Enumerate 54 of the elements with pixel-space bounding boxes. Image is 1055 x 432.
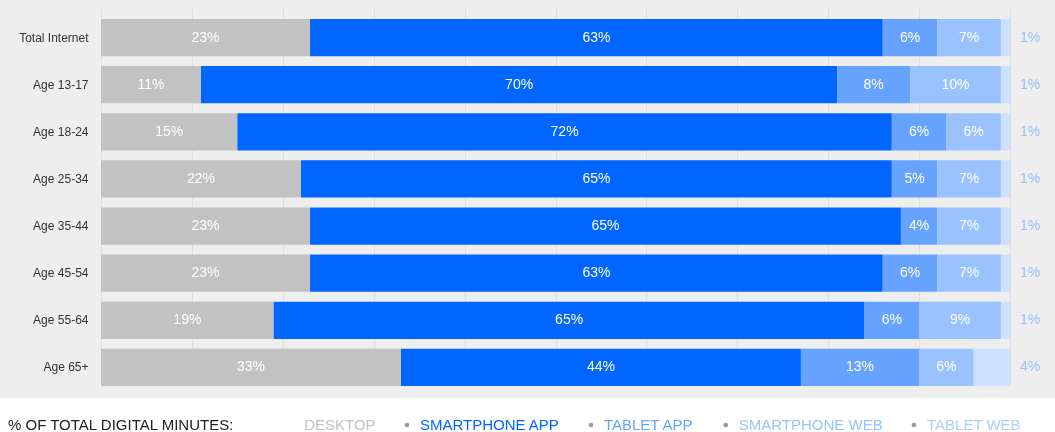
- data-label: 7%: [958, 264, 980, 281]
- y-tick-label: Age 35-44: [33, 219, 89, 234]
- data-label: 65%: [591, 217, 620, 234]
- data-label: 19%: [173, 311, 202, 328]
- data-label: 6%: [899, 264, 921, 281]
- data-label: 33%: [236, 358, 265, 375]
- data-label: 15%: [155, 122, 184, 139]
- data-label: 23%: [191, 217, 220, 234]
- data-label: 65%: [555, 311, 584, 328]
- series-label: SMARTPHONE APP: [419, 416, 559, 432]
- y-tick-label: Age 18-24: [33, 124, 89, 139]
- data-label: 22%: [186, 169, 216, 186]
- data-label: 8%: [863, 75, 884, 92]
- data-label: 11%: [137, 75, 165, 92]
- data-label: 1%: [1020, 311, 1041, 328]
- y-tick-label: Age 25-34: [33, 171, 89, 186]
- y-tick-label: Age 13-17: [33, 77, 89, 92]
- data-label: 5%: [904, 169, 925, 186]
- data-label: 70%: [505, 75, 534, 92]
- text: SMARTPHONE WEB: [738, 416, 883, 432]
- data-label: 7%: [958, 169, 980, 186]
- y-tick-label: Total Internet: [19, 30, 90, 45]
- data-label: 1%: [1020, 169, 1041, 186]
- text: TABLET APP: [603, 416, 693, 432]
- data-label: 7%: [958, 217, 980, 234]
- data-label: 23%: [191, 28, 220, 45]
- data-label: 23%: [191, 264, 220, 281]
- data-label: 4%: [908, 217, 930, 234]
- data-label: 65%: [582, 169, 611, 186]
- y-tick-label: Age 65+: [43, 360, 89, 375]
- data-label: 6%: [881, 311, 902, 328]
- data-label: 10%: [941, 75, 970, 92]
- data-label: 1%: [1020, 217, 1041, 234]
- legend-title: % OF TOTAL DIGITAL MINUTES:: [8, 416, 234, 432]
- data-label: 1%: [1020, 28, 1041, 45]
- data-label: 9%: [949, 311, 971, 328]
- data-label: 1%: [1020, 264, 1041, 281]
- data-label: 7%: [958, 28, 980, 45]
- data-label: 6%: [908, 122, 930, 139]
- series-label: DESKTOP: [304, 416, 376, 432]
- data-label: 72%: [550, 122, 579, 139]
- text: TABLET WEB: [926, 416, 1021, 432]
- y-tick-label: Age 45-54: [33, 266, 89, 281]
- data-label: 63%: [582, 28, 611, 45]
- data-label: 1%: [1020, 122, 1041, 139]
- data-label: 63%: [582, 264, 611, 281]
- data-label: 6%: [899, 28, 921, 45]
- data-label: 4%: [1020, 358, 1041, 375]
- data-label: 44%: [586, 358, 615, 375]
- data-label: 6%: [936, 358, 957, 375]
- data-label: 13%: [846, 358, 875, 375]
- y-tick-label: Age 55-64: [33, 313, 89, 328]
- data-label: 6%: [963, 122, 984, 139]
- data-label: 1%: [1020, 75, 1041, 92]
